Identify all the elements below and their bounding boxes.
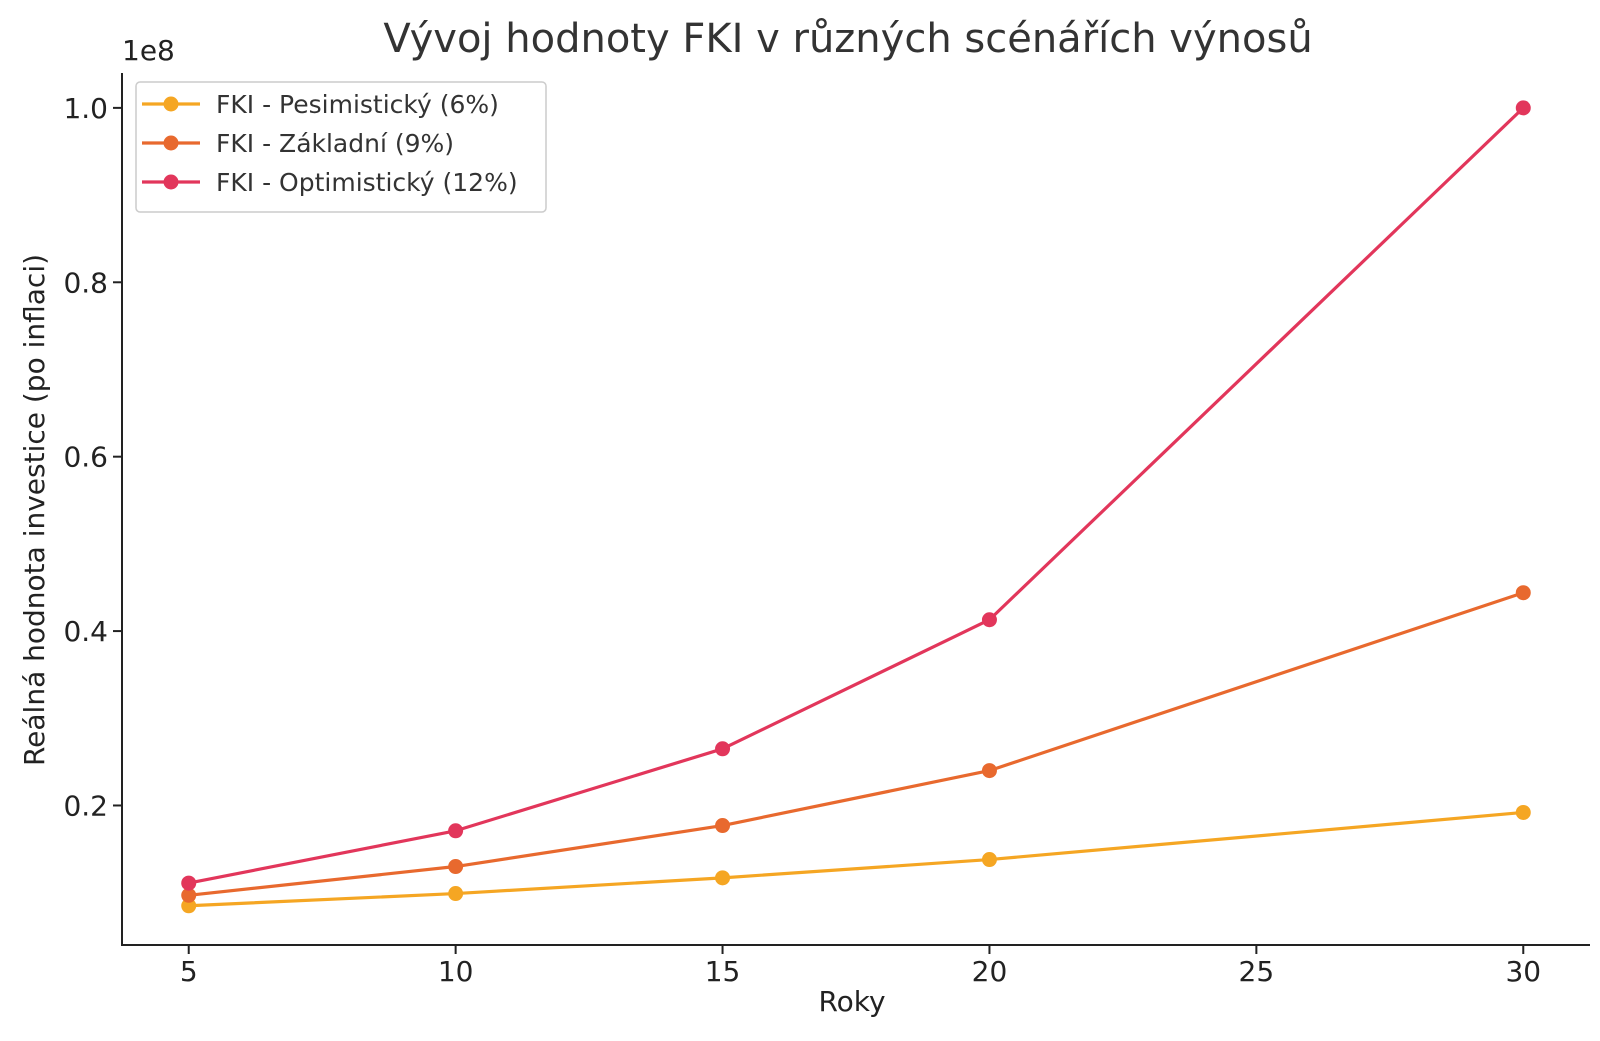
y-tick-label: 0.6 xyxy=(63,441,108,474)
y-tick-label: 0.8 xyxy=(63,266,108,299)
data-point xyxy=(448,823,464,839)
series-layer xyxy=(181,100,1531,914)
y-tick-label: 1.0 xyxy=(63,92,108,125)
data-point xyxy=(1515,585,1531,601)
y-tick-label: 0.4 xyxy=(63,615,108,648)
x-tick-label: 5 xyxy=(180,955,198,988)
legend-label-2: FKI - Optimistický (12%) xyxy=(216,168,518,197)
data-point xyxy=(981,612,997,628)
y-axis-offset-label: 1e8 xyxy=(122,34,175,67)
chart-title: Vývoj hodnoty FKI v různých scénářích vý… xyxy=(383,16,1312,62)
series-line-1 xyxy=(188,591,1524,897)
x-tick-label: 15 xyxy=(705,955,741,988)
data-point xyxy=(448,859,464,875)
x-tick-label: 25 xyxy=(1239,955,1275,988)
data-point xyxy=(715,818,731,834)
legend-marker-2 xyxy=(163,174,179,190)
legend-marker-0 xyxy=(163,96,179,112)
x-tick-label: 30 xyxy=(1505,955,1541,988)
series-line-2 xyxy=(188,106,1525,885)
data-point xyxy=(981,852,997,868)
legend-label-1: FKI - Základní (9%) xyxy=(216,129,454,158)
x-tick-label: 10 xyxy=(438,955,474,988)
x-ticks: 5 10 15 20 25 30 xyxy=(180,945,1541,988)
legend: FKI - Pesimistický (6%) FKI - Základní (9… xyxy=(135,81,547,213)
data-point xyxy=(715,741,731,757)
y-axis-label: Reálná hodnota investice (po inflaci) xyxy=(18,254,51,766)
data-point xyxy=(181,887,197,903)
data-point xyxy=(181,898,197,914)
x-axis-label: Roky xyxy=(818,985,885,1018)
series-line-0 xyxy=(188,810,1524,908)
legend-label-0: FKI - Pesimistický (6%) xyxy=(216,90,499,119)
data-point xyxy=(715,870,731,886)
data-point xyxy=(181,875,197,891)
y-ticks: 0.2 0.4 0.6 0.8 1.0 xyxy=(63,92,122,822)
data-point xyxy=(981,763,997,779)
x-tick-label: 20 xyxy=(972,955,1008,988)
data-point xyxy=(1515,100,1531,116)
y-tick-label: 0.2 xyxy=(63,789,108,822)
data-point xyxy=(448,886,464,902)
data-point xyxy=(1515,804,1531,820)
legend-box xyxy=(135,81,547,213)
legend-marker-1 xyxy=(163,135,179,151)
